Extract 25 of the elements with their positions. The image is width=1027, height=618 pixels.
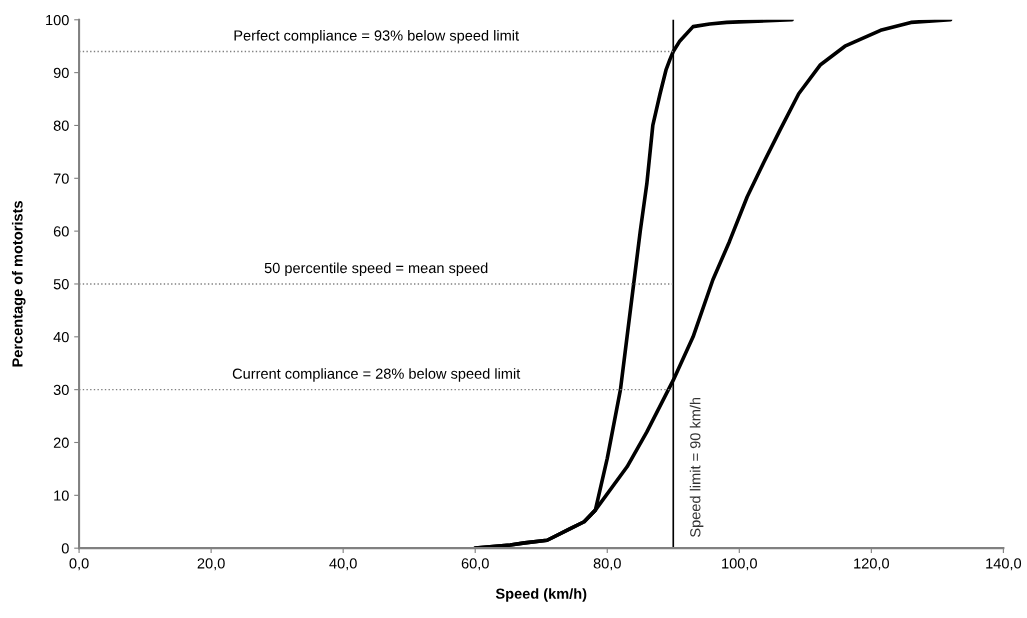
y-tick-label: 20 (53, 437, 69, 448)
y-tick-label: 80 (53, 120, 69, 131)
x-tick-label: 20,0 (197, 558, 225, 571)
y-axis-title: Percentage of motorists (11, 201, 26, 367)
y-tick-label: 100 (46, 14, 69, 26)
x-tick-label: 60,0 (461, 558, 489, 571)
x-tick-label: 140,0 (986, 558, 1022, 571)
y-tick-label: 40 (53, 331, 69, 343)
y-tick-label: 10 (54, 490, 69, 501)
y-tick-label: 30 (53, 384, 69, 396)
y-tick-label: 60 (53, 226, 69, 237)
annotation: 50 percentile speed = mean speed (264, 262, 488, 277)
y-tick-label: 50 (53, 279, 69, 290)
y-tick-label: 70 (53, 173, 69, 184)
x-tick-label: 40,0 (329, 558, 357, 571)
x-axis-title: Speed (km/h) (495, 588, 587, 602)
x-tick-label: 80,0 (593, 558, 621, 571)
annotation: Current compliance = 28% below speed limit (232, 368, 521, 382)
annotation: Perfect compliance = 93% below speed limit (234, 29, 519, 44)
x-tick-label: 0,0 (69, 558, 89, 571)
y-tick-label: 90 (53, 67, 69, 79)
x-tick-label: 100,0 (722, 558, 757, 571)
ref-line-label: Speed limit = 90 km/h (689, 397, 704, 537)
x-tick-label: 120,0 (854, 558, 890, 571)
y-tick-label: 0 (61, 543, 69, 554)
